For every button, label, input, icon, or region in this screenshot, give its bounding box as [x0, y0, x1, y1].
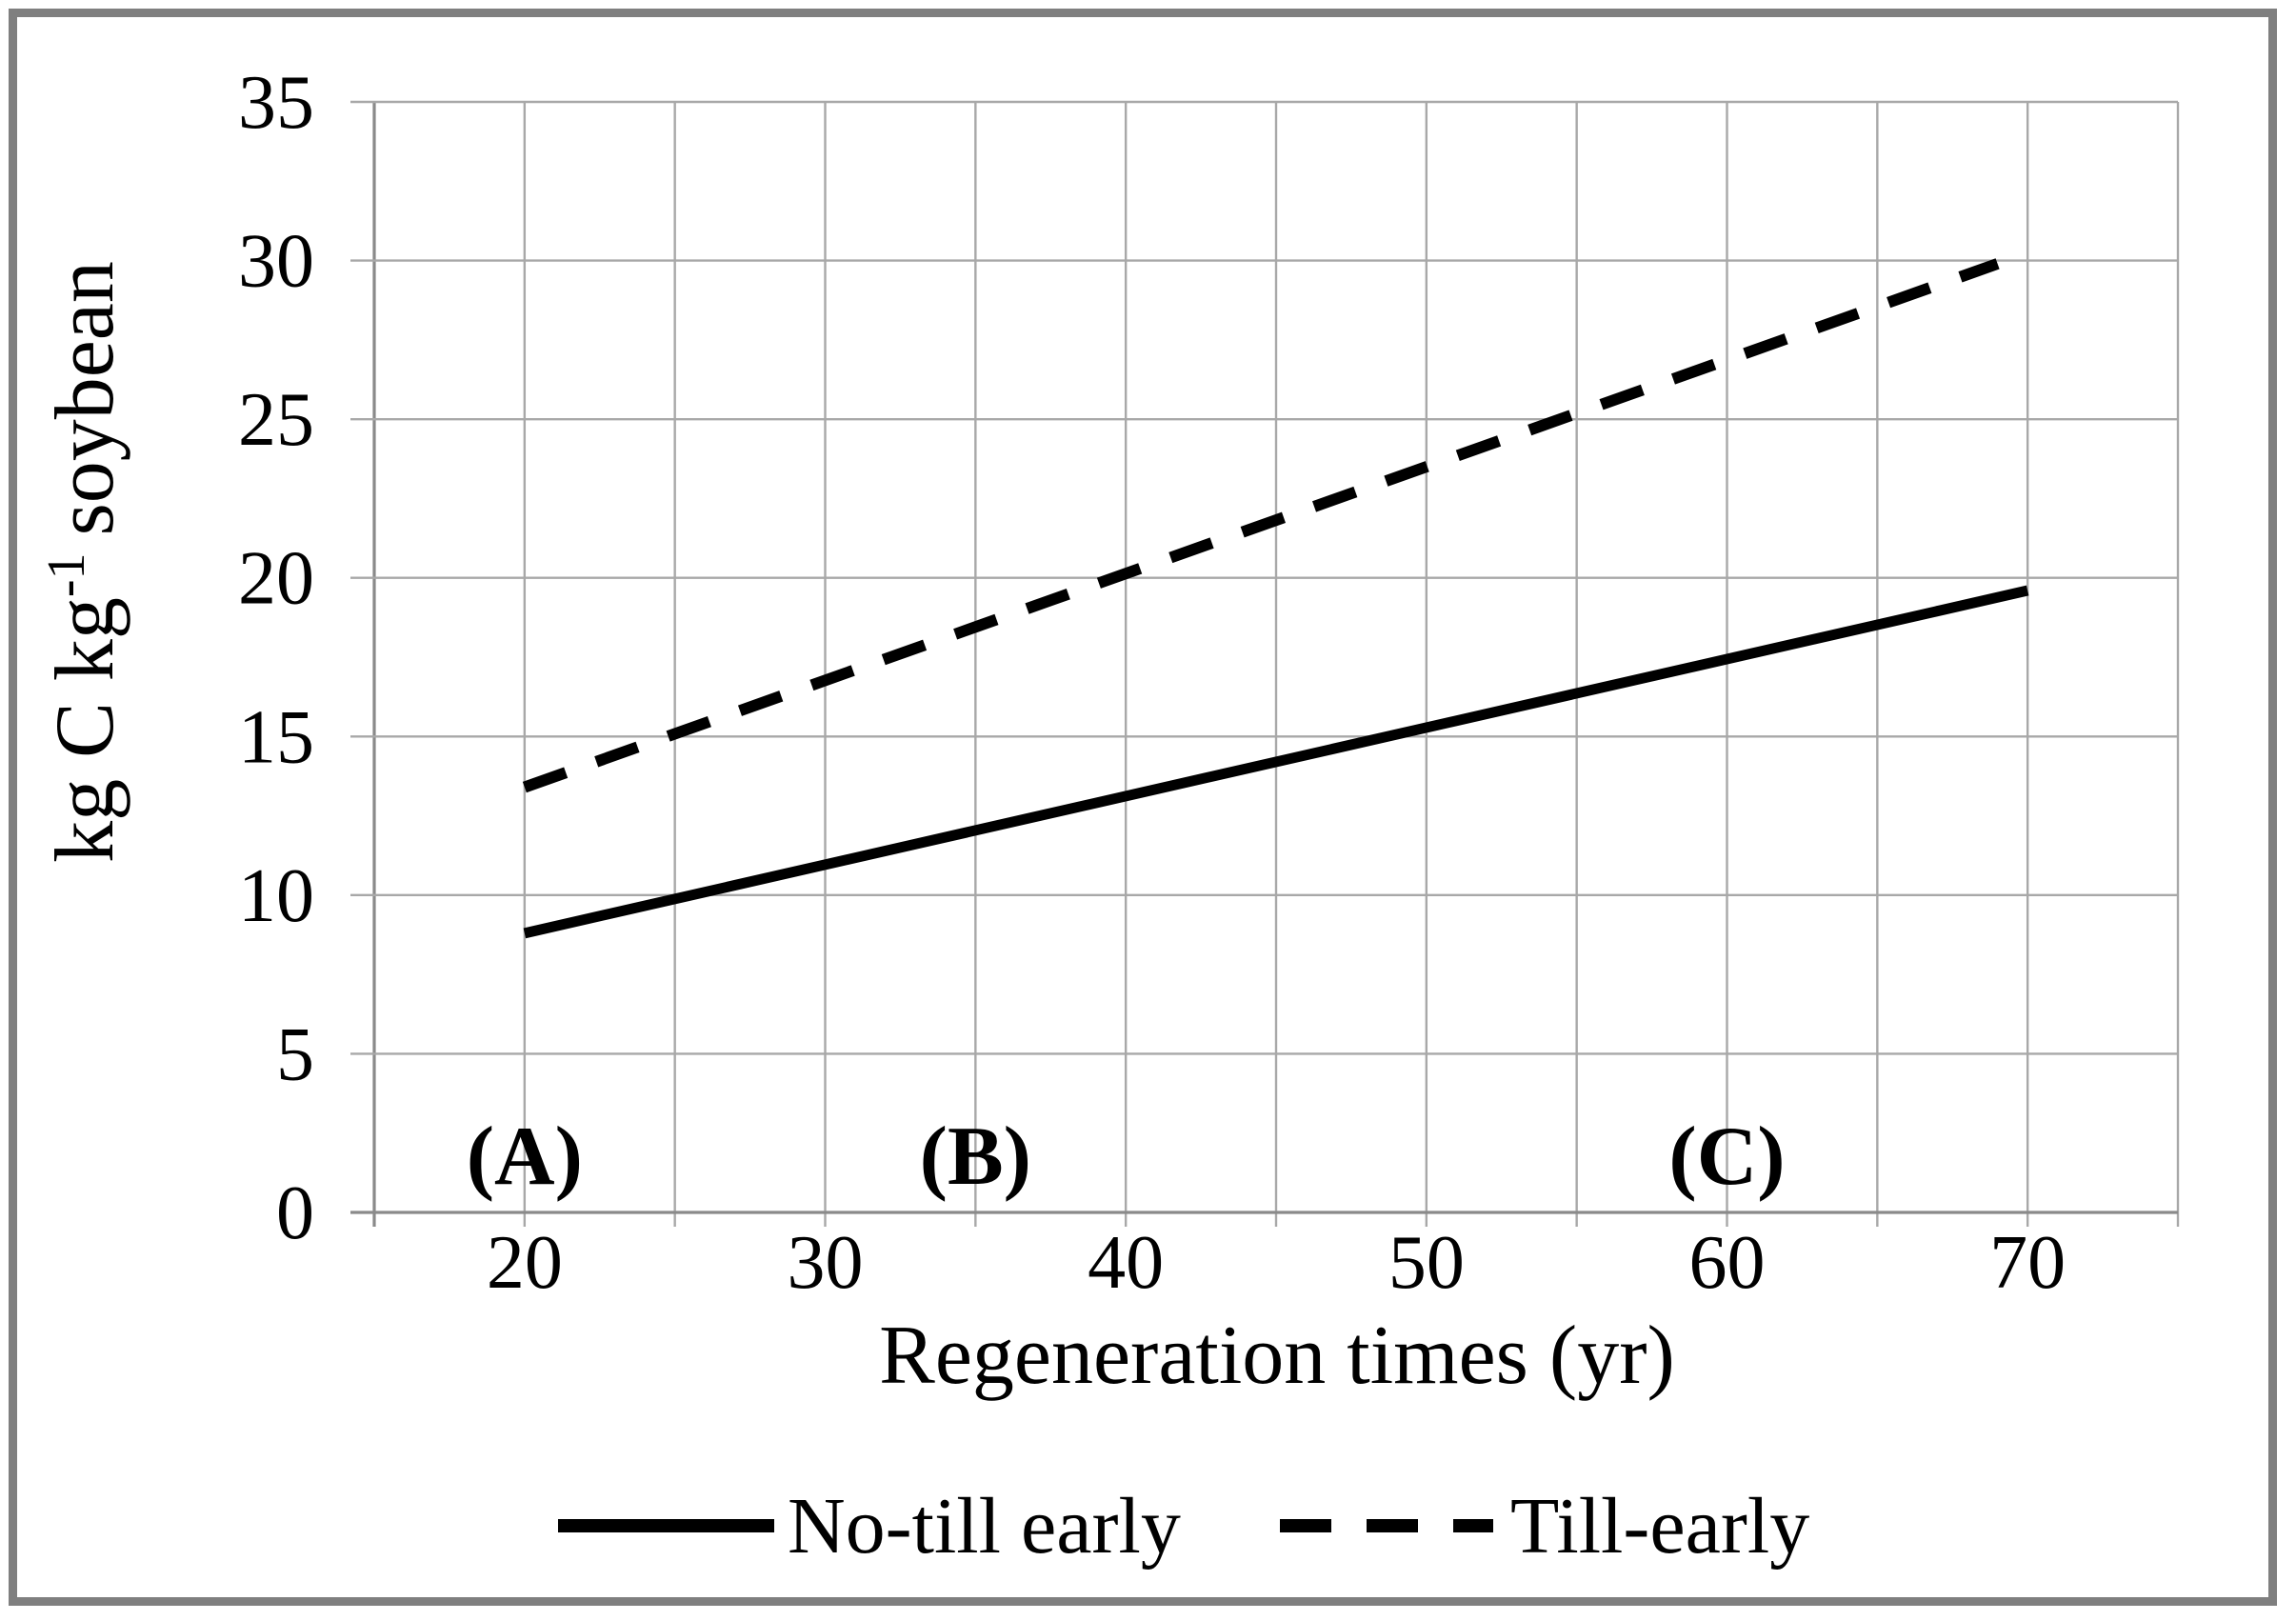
y-axis-title-rest: soybean: [39, 261, 131, 535]
legend-label-till-early: Till-early: [1510, 1482, 1809, 1571]
annotations-layer: (A) (B) (C): [467, 1111, 1786, 1203]
y-tick-label: 25: [238, 378, 314, 462]
annotation-label: (C): [1668, 1111, 1785, 1203]
gridlines-layer: [350, 100, 2180, 1227]
x-tick-label: 40: [1088, 1221, 1164, 1305]
series-line-till-early: [522, 258, 2000, 793]
x-tick-label: 20: [487, 1221, 563, 1305]
y-tick-label: 10: [238, 854, 314, 938]
x-tick-label: 50: [1388, 1221, 1465, 1305]
series-line-no-till-early: [523, 585, 2029, 939]
legend: No-till early Till-early: [558, 1482, 1809, 1571]
y-axis-title-superscript: -1: [37, 553, 96, 598]
y-axis-title: kg C kg-1 soybean: [37, 261, 131, 863]
x-axis-title: Regeneration times (yr): [879, 1310, 1675, 1402]
y-tick-label: 5: [276, 1012, 314, 1096]
series-layer: [522, 258, 2029, 939]
y-tick-label: 35: [238, 61, 314, 145]
y-tick-label: 0: [276, 1171, 314, 1255]
legend-label-no-till-early: No-till early: [788, 1482, 1181, 1571]
y-tick-label: 20: [238, 537, 314, 621]
tick-labels-layer: 0 5 10 15 20 25 30 35 20 30 40 50 60 70: [238, 61, 2066, 1305]
annotation-label: (B): [920, 1111, 1031, 1203]
x-tick-label: 70: [1989, 1221, 2066, 1305]
x-tick-label: 30: [788, 1221, 864, 1305]
y-axis-title-main: kg C kg: [39, 597, 131, 863]
annotation-label: (A): [467, 1111, 583, 1203]
y-tick-label: 15: [238, 695, 314, 779]
y-tick-label: 30: [238, 220, 314, 304]
x-tick-label: 60: [1689, 1221, 1766, 1305]
figure-border: [9, 9, 2277, 1606]
